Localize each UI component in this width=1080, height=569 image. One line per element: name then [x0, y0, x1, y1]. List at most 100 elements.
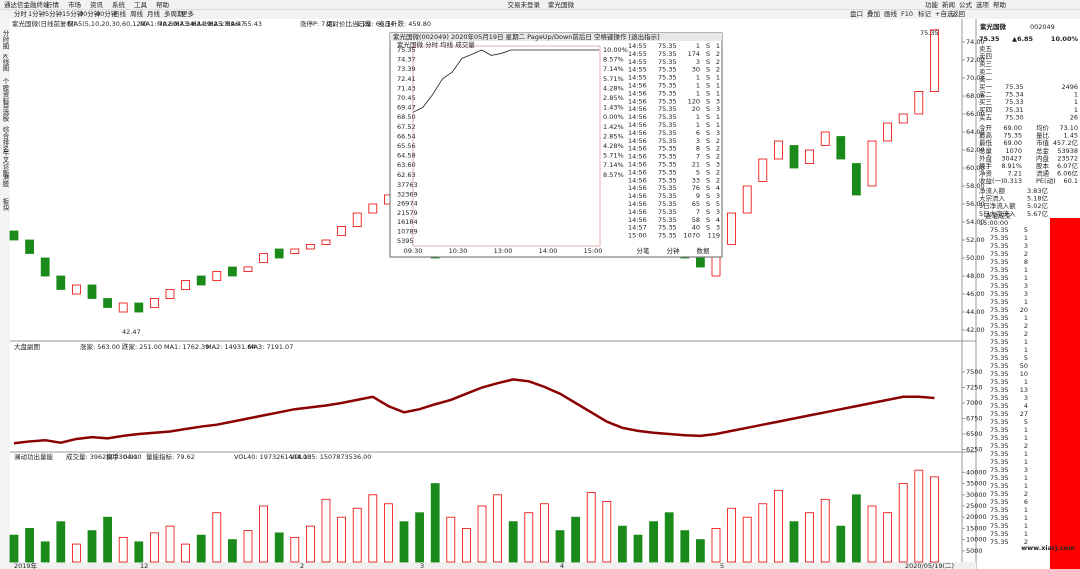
menu-item[interactable]: 交易未登录 [508, 0, 541, 9]
toolbar-btn[interactable]: F10 [901, 10, 913, 18]
book-label: 卖四 [979, 53, 992, 61]
menu-item[interactable]: 选项 [976, 0, 990, 9]
period-tab[interactable]: 日线 [113, 9, 127, 18]
menu-item[interactable]: 紫光国微 [548, 0, 575, 9]
tick-cell: 3 [716, 129, 720, 137]
deal-vol: 3 [1024, 282, 1028, 290]
toolbar-btn[interactable]: +自选 [935, 9, 954, 18]
volume-bar [898, 483, 908, 563]
price-label: 72.41 [397, 75, 416, 83]
volume-bar [56, 521, 66, 563]
toolbar-btn[interactable]: 标记 [918, 9, 932, 18]
sidebar-tab[interactable]: K线图 [1, 54, 9, 72]
tick-cell: 8 [696, 145, 700, 153]
deal-vol: 2 [1024, 490, 1028, 498]
sidebar-tab[interactable]: 个股资料 [1, 78, 9, 106]
deal-price: 75.35 [990, 258, 1009, 266]
menu-item[interactable]: 通达信金融终端 [4, 0, 50, 9]
book-vol: 1 [1074, 91, 1078, 99]
volume-bar [852, 494, 861, 563]
period-tab[interactable]: 更多 [181, 9, 195, 18]
tick-cell: 75.35 [658, 113, 677, 121]
indicator: 量能指标: 79.62 [146, 452, 195, 461]
timeline-label: 3 [420, 562, 424, 569]
panel-title: 澜动功出量能 [14, 452, 54, 461]
period-tab[interactable]: 60分钟 [96, 9, 118, 18]
volume-bar [196, 534, 206, 563]
menu-item[interactable]: 公式 [959, 0, 973, 9]
toolbar-btn[interactable]: 画线 [884, 9, 898, 18]
toolbar-btn[interactable]: 返回 [952, 10, 965, 18]
tick-cell: 75.35 [658, 137, 677, 145]
tick-cell: S [706, 42, 710, 50]
period-tab[interactable]: 15分钟 [62, 9, 84, 18]
indicator: 相对价比: 1.29 [326, 19, 371, 28]
sidebar-tab[interactable]: 牛叉诊断 [1, 149, 9, 178]
popup-tab[interactable]: 分钟 [667, 246, 681, 255]
stock-name: 紫光国微 [980, 22, 1007, 31]
tick-cell: 75.35 [658, 97, 677, 105]
tick-cell: 1 [696, 89, 700, 97]
deal-price: 75.35 [990, 378, 1009, 386]
sidebar-tab[interactable]: 分时图 [1, 29, 9, 51]
popup-tab[interactable]: 数据 [697, 246, 711, 255]
stat: 最低 [979, 138, 993, 147]
stat: 23572 [1057, 154, 1078, 162]
tick-cell: S [706, 113, 710, 121]
popup-tab[interactable]: 分笔 [637, 246, 651, 255]
candle [930, 29, 939, 92]
deal-vol: 3 [1024, 466, 1028, 474]
period-tab[interactable]: 月线 [147, 9, 161, 18]
deal-vol: 2 [1024, 322, 1028, 330]
volume-bar [602, 501, 612, 563]
stat: 73.10 [1059, 124, 1078, 132]
book-price: 75.31 [1005, 106, 1024, 114]
deal-vol: 1 [1024, 434, 1028, 442]
toolbar-btn[interactable]: 盘口 [850, 9, 863, 18]
indicator: 当日升跌: 459.80 [378, 19, 431, 28]
tick-cell: 76 [692, 184, 700, 192]
menu-item[interactable]: 行情 [46, 0, 60, 9]
candle [40, 257, 50, 277]
time-label: 09:30 [404, 247, 423, 255]
menu-item[interactable]: 帮助 [993, 0, 1007, 9]
period-tab[interactable]: 5分钟 [45, 9, 63, 18]
tick-cell: S [706, 89, 710, 97]
period-tab[interactable]: 1分钟 [28, 9, 46, 18]
deal-price: 75.35 [990, 450, 1009, 458]
stat: 69.00 [1003, 139, 1022, 147]
price-line [412, 49, 600, 113]
menu-item[interactable]: 帮助 [156, 0, 170, 9]
sidebar-tab[interactable]: 港股 [1, 173, 9, 189]
tick-cell: 3 [716, 105, 720, 113]
period-tab[interactable]: 多周期 [164, 9, 184, 18]
y-tick-label: 6500 [966, 430, 983, 438]
sidebar-tab[interactable]: 综合排名 [1, 125, 9, 154]
pct: 10.00% [1051, 35, 1079, 43]
deal-price: 75.35 [990, 266, 1009, 274]
sidebar-tab[interactable]: 自选股 [1, 101, 9, 123]
flow-label: 5日大宗流入 [979, 209, 1016, 218]
candle [305, 244, 315, 250]
deal-price: 75.35 [990, 322, 1009, 330]
deal-price: 75.35 [990, 306, 1009, 314]
menu-item[interactable]: 资讯 [90, 0, 104, 9]
period-tab[interactable]: 分时 [14, 9, 28, 18]
menu-item[interactable]: 市场 [68, 0, 82, 9]
tick-cell: 14:56 [628, 137, 647, 145]
menu-item[interactable]: 工具 [134, 1, 148, 9]
toolbar-btn[interactable]: 叠加 [867, 9, 880, 18]
flow-label: 5日净流入额 [979, 201, 1016, 210]
y-tick-label: 6250 [966, 446, 983, 454]
tick-cell: 3 [716, 208, 720, 216]
tick-cell: 75.35 [658, 89, 677, 97]
period-tab[interactable]: 周线 [130, 9, 144, 18]
sidebar-tab[interactable]: 板块 [1, 197, 9, 213]
menu-item[interactable]: 功能 [925, 0, 939, 9]
period-tab[interactable]: 30分钟 [79, 9, 101, 18]
deal-vol: 1 [1024, 458, 1028, 466]
stock-code: 002049 [1030, 23, 1055, 31]
indicator: 涨停P: 7.21 [300, 19, 336, 28]
menu-item[interactable]: 新闻 [942, 0, 955, 9]
menu-item[interactable]: 系统 [112, 0, 126, 9]
